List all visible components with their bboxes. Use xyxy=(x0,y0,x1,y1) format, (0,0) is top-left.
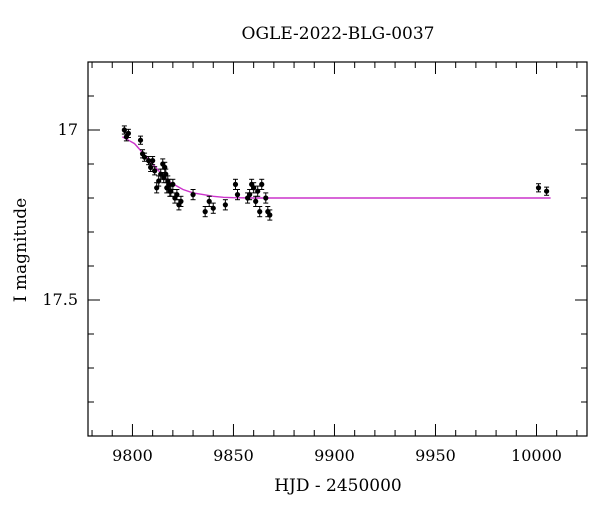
data-point xyxy=(257,209,263,215)
y-axis-label: I magnitude xyxy=(11,198,31,302)
data-point xyxy=(121,127,127,133)
x-tick-label: 9800 xyxy=(112,446,153,465)
x-axis-label: HJD - 2450000 xyxy=(274,476,402,496)
tick-labels: 9800 9850 9900 9950 10000 17 17.5 xyxy=(42,120,562,465)
y-tick-label: 17.5 xyxy=(42,290,78,309)
data-point xyxy=(267,212,273,218)
plot-area xyxy=(87,61,588,437)
data-point xyxy=(125,130,132,136)
data-point xyxy=(253,198,259,204)
y-tick-label: 17 xyxy=(58,120,78,139)
data-point xyxy=(259,181,265,187)
data-point xyxy=(263,195,269,201)
data-point xyxy=(222,202,228,208)
data-point xyxy=(174,192,180,198)
data-point xyxy=(141,154,148,160)
x-tick-label: 9850 xyxy=(213,446,254,465)
data-point xyxy=(178,198,184,204)
chart-title: OGLE-2022-BLG-0037 xyxy=(242,24,435,44)
data-point xyxy=(247,192,253,198)
x-tick-label: 9900 xyxy=(314,446,355,465)
model-curve xyxy=(121,136,551,199)
data-point xyxy=(210,205,216,211)
data-point xyxy=(146,158,152,164)
data-point xyxy=(137,137,144,143)
data-point xyxy=(251,185,257,191)
data-point xyxy=(232,181,239,187)
model-line xyxy=(121,136,551,199)
plot-frame xyxy=(87,61,588,437)
data-points xyxy=(121,125,550,221)
data-point xyxy=(150,158,156,164)
data-point xyxy=(190,192,196,198)
x-tick-label: 9950 xyxy=(415,446,456,465)
data-point xyxy=(152,168,158,174)
data-point xyxy=(234,192,241,198)
data-point xyxy=(535,185,542,191)
data-point xyxy=(543,188,550,194)
data-point xyxy=(170,181,176,187)
data-point xyxy=(255,188,261,194)
data-point xyxy=(206,198,212,204)
data-point xyxy=(148,164,154,170)
data-point xyxy=(202,209,208,215)
axis-ticks xyxy=(88,61,587,437)
x-tick-label: 10000 xyxy=(511,446,562,465)
